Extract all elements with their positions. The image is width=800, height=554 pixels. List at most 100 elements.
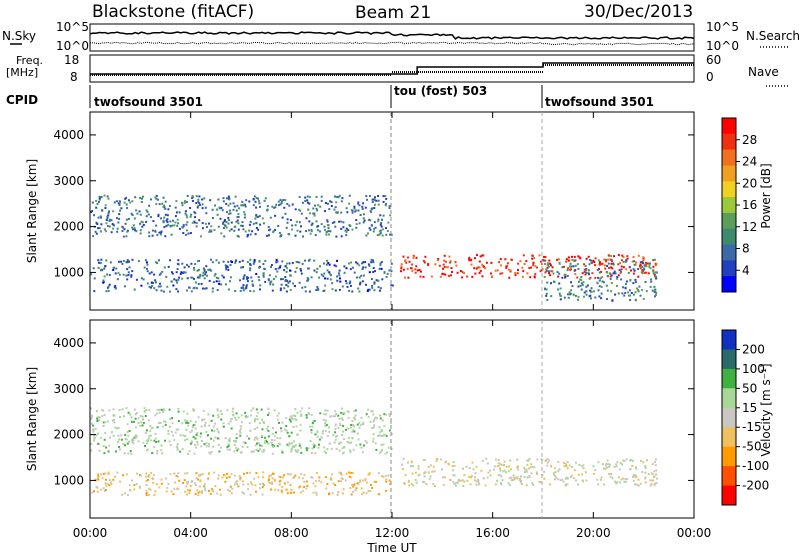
heatmap-cell [228,490,231,493]
heatmap-cell [188,286,191,289]
heatmap-cell [203,277,206,280]
heatmap-cell [175,200,178,203]
heatmap-cell [351,472,354,475]
heatmap-cell [213,439,215,442]
heatmap-cell [271,445,274,448]
heatmap-cell [294,270,297,273]
heatmap-cell [163,216,166,219]
heatmap-cell [335,195,338,198]
heatmap-cell [600,297,603,300]
heatmap-cell [314,485,317,488]
heatmap-cell [148,231,151,234]
heatmap-cell [267,279,270,282]
heatmap-cell [622,255,625,258]
heatmap-cell [526,463,529,466]
heatmap-cell [590,287,593,290]
heatmap-cell [113,201,116,204]
heatmap-cell [256,438,259,441]
heatmap-cell [610,266,613,269]
heatmap-cell [619,462,622,465]
heatmap-cell [593,472,595,475]
heatmap-cell [198,276,201,279]
heatmap-cell [353,271,356,274]
heatmap-cell [404,260,407,262]
heatmap-cell [496,269,499,272]
heatmap-cell [374,196,376,199]
heatmap-cell [170,271,173,274]
heatmap-cell [161,270,164,273]
heatmap-cell [275,258,278,261]
heatmap-cell [281,485,284,488]
heatmap-cell [194,263,197,266]
colorbar-swatch [722,181,736,198]
heatmap-cell [174,221,177,224]
heatmap-cell [461,271,464,274]
heatmap-cell [203,197,206,200]
heatmap-cell [176,268,179,270]
heatmap-cell [235,437,238,440]
heatmap-cell [242,228,245,231]
heatmap-cell [300,272,303,275]
heatmap-cell [178,479,181,482]
heatmap-cell [391,284,394,287]
heatmap-cell [499,467,501,470]
heatmap-cell [373,221,376,224]
heatmap-cell [290,448,293,451]
heatmap-cell [609,463,611,466]
heatmap-cell [193,443,196,446]
heatmap-cell [444,260,447,263]
heatmap-cell [281,451,284,454]
heatmap-cell [276,445,279,448]
heatmap-cell [329,415,332,418]
heatmap-cell [499,463,502,466]
heatmap-cell [351,228,354,231]
colorbar-tick-label: 200 [742,342,765,356]
x-tick-label: 08:00 [274,526,309,540]
heatmap-cell [334,427,337,430]
heatmap-cell [338,449,341,452]
heatmap-cell [190,290,193,293]
heatmap-cell [263,199,266,202]
heatmap-cell [381,419,384,422]
heatmap-cell [176,447,179,450]
heatmap-cell [255,227,258,229]
heatmap-cell [568,464,571,467]
heatmap-cell [246,235,249,238]
heatmap-cell [286,481,289,484]
heatmap-cell [172,434,175,437]
heatmap-cell [107,197,110,200]
heatmap-cell [170,430,173,433]
heatmap-cell [567,477,569,480]
heatmap-cell [267,414,269,416]
heatmap-cell [581,479,584,482]
heatmap-cell [240,414,243,417]
heatmap-cell [187,452,190,455]
heatmap-cell [253,450,255,453]
heatmap-cell [160,289,163,292]
heatmap-cell [624,286,627,289]
heatmap-cell [253,260,256,263]
heatmap-cell [125,438,128,441]
heatmap-cell [107,285,110,288]
power-heatmap [90,194,658,302]
velocity-y-axis-label: Slant Range [km] [25,367,39,471]
heatmap-cell [126,261,129,264]
heatmap-cell [355,226,358,229]
heatmap-cell [221,274,224,277]
heatmap-cell [343,265,346,268]
heatmap-cell [104,421,107,424]
heatmap-cell [550,264,552,267]
heatmap-cell [598,295,601,298]
heatmap-cell [640,271,643,274]
heatmap-cell [534,273,537,276]
heatmap-cell [97,227,100,230]
heatmap-cell [250,276,253,279]
heatmap-cell [317,288,320,291]
heatmap-cell [610,290,613,293]
heatmap-cell [380,267,383,270]
heatmap-cell [177,222,180,225]
heatmap-cell [112,434,115,437]
heatmap-cell [385,197,388,200]
heatmap-cell [596,478,599,481]
heatmap-cell [219,410,222,413]
